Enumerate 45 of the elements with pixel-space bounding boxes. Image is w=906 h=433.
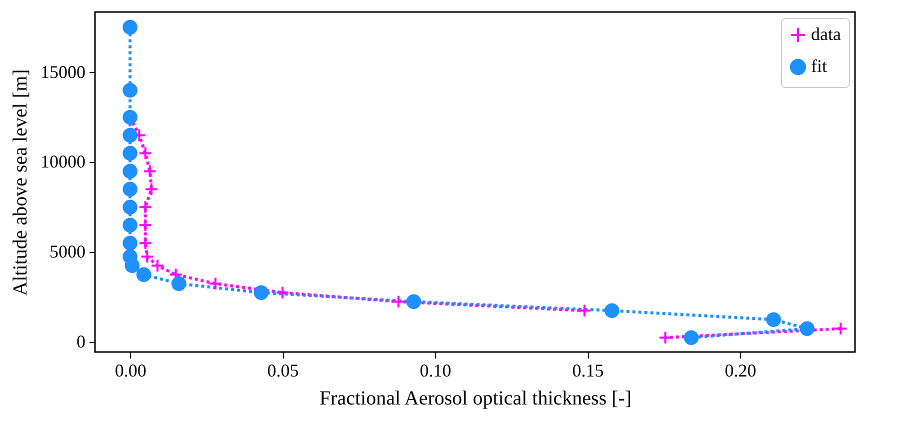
point: [142, 164, 157, 178]
point: [578, 304, 592, 318]
point: [144, 182, 158, 196]
point: [140, 250, 154, 264]
point: [138, 218, 152, 232]
point: [208, 276, 222, 291]
point: [254, 285, 269, 300]
x-tick-label: 0.00: [114, 360, 146, 380]
legend-label: fit: [811, 56, 827, 76]
point: [604, 303, 620, 318]
point: [138, 200, 152, 214]
y-axis-title: Altitude above sea level [m]: [10, 69, 32, 296]
y-tick-label: 15000: [40, 62, 86, 82]
point: [136, 267, 152, 282]
y-tick-label: 10000: [40, 152, 86, 172]
legend-label: data: [811, 24, 841, 44]
x-tick-label: 0.10: [420, 360, 452, 380]
point: [122, 128, 138, 143]
y-tick-label: 0: [76, 332, 86, 352]
x-tick-label: 0.05: [267, 360, 299, 380]
point: [122, 146, 138, 161]
point: [122, 236, 138, 251]
point: [150, 258, 164, 273]
point: [122, 218, 138, 233]
x-axis-title: Fractional Aerosol optical thickness [-]: [319, 388, 632, 410]
point: [122, 164, 138, 179]
point: [171, 276, 186, 292]
point: [124, 258, 140, 274]
point: [138, 236, 152, 250]
point: [834, 322, 848, 336]
point: [392, 294, 406, 309]
point: [658, 330, 672, 345]
y-tick-label: 5000: [50, 242, 86, 262]
x-tick-label: 0.20: [724, 360, 756, 380]
point: [122, 82, 138, 98]
point: [122, 182, 138, 197]
point: [800, 321, 815, 336]
point: [406, 294, 422, 310]
x-tick-label: 0.15: [572, 360, 604, 380]
point: [276, 286, 290, 300]
point: [138, 146, 152, 160]
point: [122, 200, 138, 215]
point: [766, 312, 781, 328]
point: [122, 20, 138, 35]
point: [684, 330, 699, 346]
